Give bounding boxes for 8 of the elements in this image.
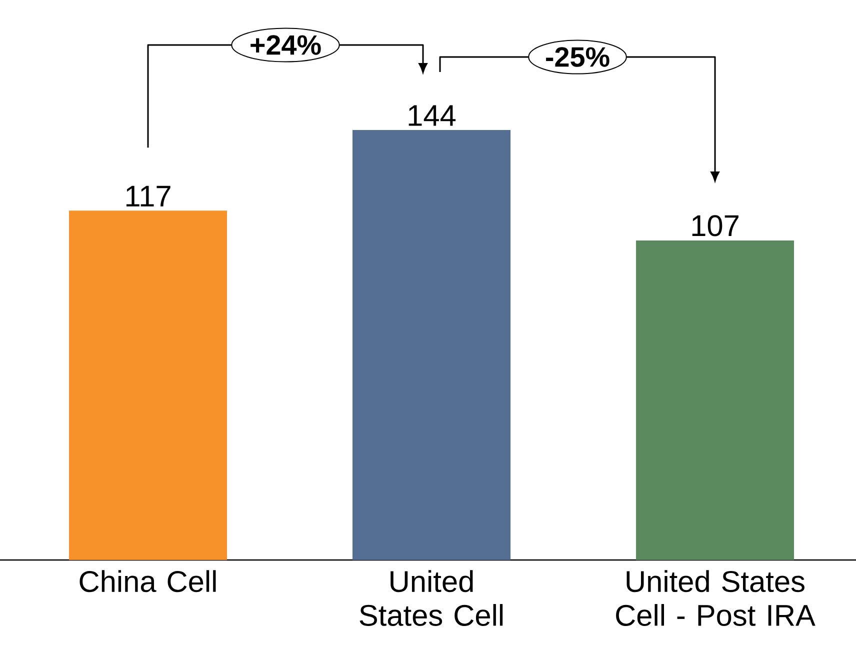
data-label: 117 xyxy=(126,186,170,206)
data-label: 144 xyxy=(408,105,456,126)
x-tick-label: United States Cell xyxy=(360,570,503,626)
data-label: 107 xyxy=(692,215,738,236)
x-tick-label: United States Cell - Post IRA xyxy=(616,570,816,626)
x-tick-label: China Cell xyxy=(80,570,216,592)
text: +24% xyxy=(250,35,321,55)
text: -25% xyxy=(546,47,610,67)
